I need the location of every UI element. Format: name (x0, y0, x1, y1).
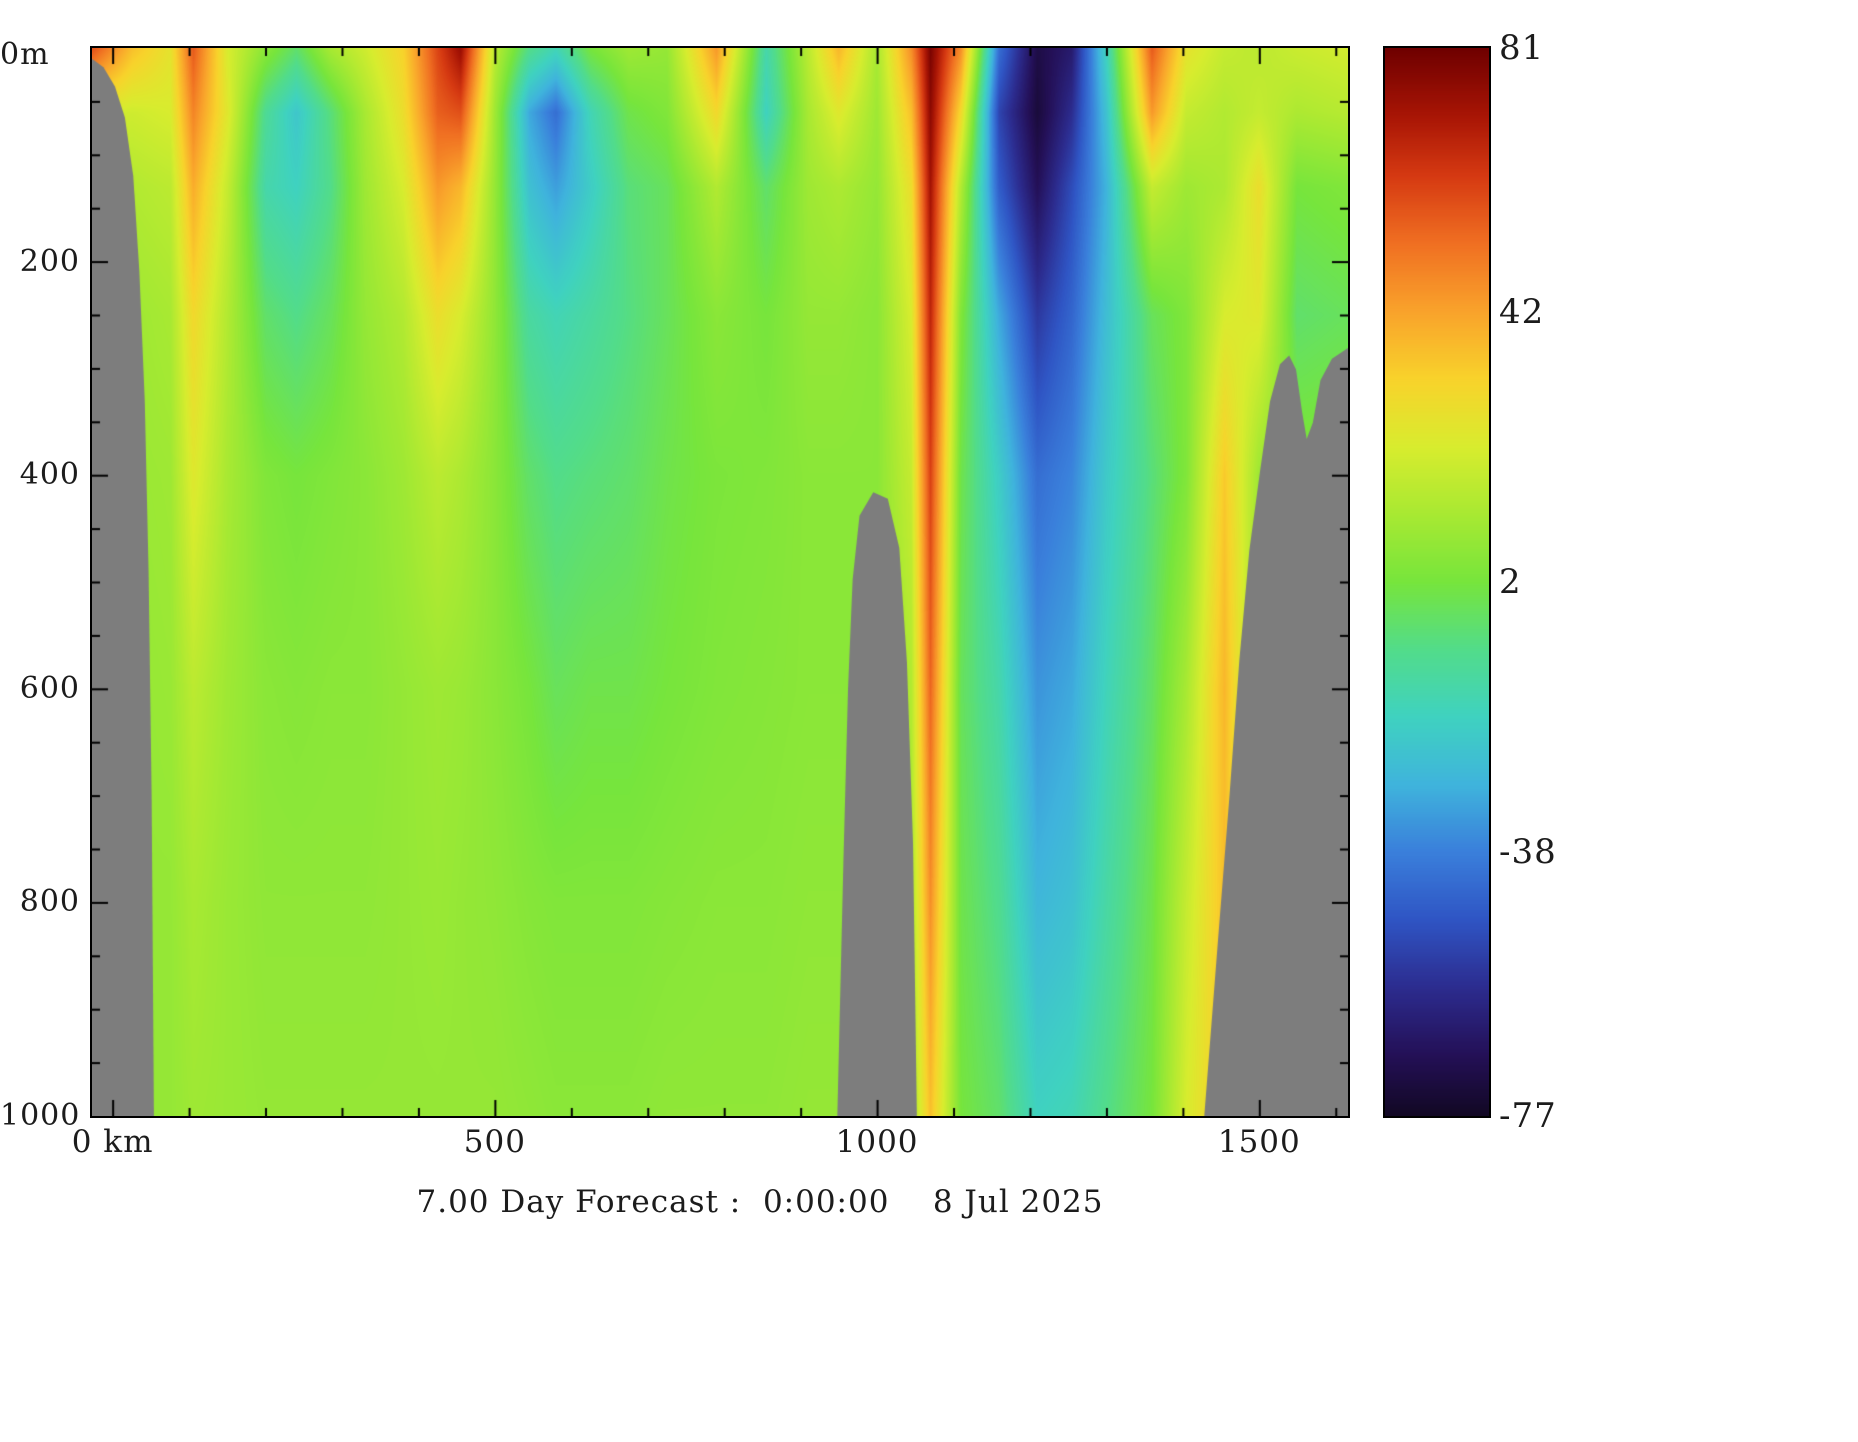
colorbar-canvas (1383, 46, 1491, 1118)
y-axis-tick-label: 400 (19, 457, 80, 493)
colorbar-tick-label: 42 (1499, 291, 1545, 332)
x-axis-tick-label: 1000 (835, 1124, 919, 1160)
x-axis-tick-label: 0 km (71, 1124, 154, 1160)
section-heatmap-canvas (90, 46, 1350, 1118)
y-axis-tick-label: 800 (19, 884, 80, 920)
y-axis-zero-label: 0m (0, 37, 50, 72)
colorbar-tick-label: 81 (1499, 28, 1545, 68)
colorbar-tick-label: -38 (1499, 832, 1557, 873)
y-axis-tick-label: 1000 (0, 1098, 81, 1133)
x-axis-tick-label: 500 (463, 1124, 526, 1160)
plot-title: 7.00 Day Forecast : 0:00:00 8 Jul 2025 (416, 1184, 1104, 1220)
colorbar-tick-label: 2 (1499, 562, 1522, 602)
x-axis-tick-label: 1500 (1217, 1124, 1301, 1160)
y-axis-tick-label: 200 (19, 243, 80, 279)
y-axis-tick-label: 600 (19, 670, 80, 706)
colorbar-tick-label: -77 (1499, 1096, 1557, 1136)
